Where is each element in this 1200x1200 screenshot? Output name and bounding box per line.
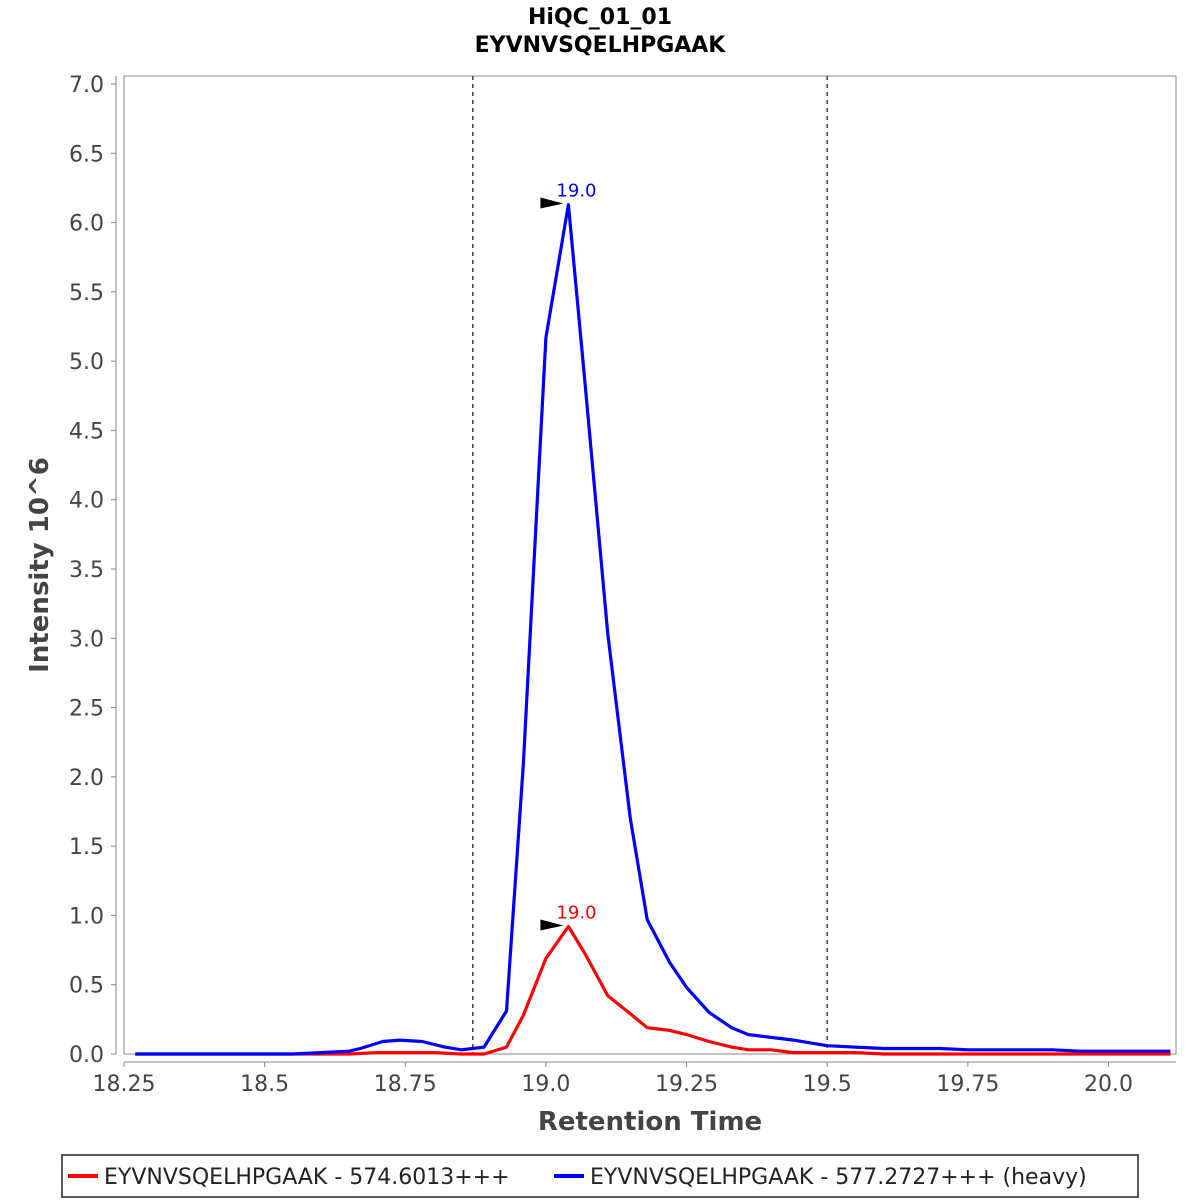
y-tick-label: 0.5: [69, 974, 104, 999]
y-tick-label: 2.5: [69, 697, 104, 722]
apex-annotations: 19.0 19.0: [540, 181, 597, 931]
y-tick-label: 2.0: [69, 766, 104, 791]
series-line-heavy: [135, 203, 1171, 1056]
x-tick-label: 19.5: [803, 1072, 852, 1097]
y-tick-label: 7.0: [69, 73, 104, 98]
integration-boundaries: [471, 76, 829, 1054]
y-tick-label: 6.0: [69, 212, 104, 237]
x-tick-label: 18.75: [374, 1072, 437, 1097]
y-tick-label: 1.5: [69, 835, 104, 860]
legend-box: [61, 1154, 1139, 1198]
y-tick-label: 4.5: [69, 419, 104, 444]
y-tick-label: 0.0: [69, 1043, 104, 1068]
chart-subtitle: EYVNVSQELHPGAAK: [475, 33, 727, 58]
legend-label-heavy: EYVNVSQELHPGAAK - 577.2727+++ (heavy): [590, 1165, 1087, 1190]
y-tick-label: 3.0: [69, 627, 104, 652]
apex-arrow-icon: [540, 919, 564, 931]
y-tick-label: 3.5: [69, 558, 104, 583]
x-axis-label: Retention Time: [538, 1107, 762, 1137]
y-tick-label: 1.0: [69, 904, 104, 929]
x-axis: 18.25 18.5 18.75 19.0 19.25 19.5 19.75 20.0: [93, 1061, 1176, 1097]
apex-label: 19.0: [556, 181, 596, 202]
x-tick-label: 19.75: [936, 1072, 999, 1097]
legend: EYVNVSQELHPGAAK - 574.6013+++ EYVNVSQELH…: [61, 1154, 1139, 1198]
apex-arrow-icon: [540, 197, 564, 209]
y-axis: 0.0 0.5 1.0 1.5 2.0 2.5 3.0 3.5 4.0 4.5 5.0 5.5 6.0 6…: [69, 73, 117, 1068]
legend-label-light: EYVNVSQELHPGAAK - 574.6013+++: [104, 1165, 510, 1190]
series-layer: [135, 203, 1171, 1056]
x-tick-label: 18.25: [93, 1072, 156, 1097]
chart-title: HiQC_01_01: [528, 5, 672, 30]
y-axis-label: Intensity 10^6: [25, 457, 55, 673]
plot-frame: [123, 75, 1177, 1055]
x-tick-label: 18.5: [240, 1072, 289, 1097]
apex-label: 19.0: [556, 903, 596, 924]
x-tick-label: 19.0: [521, 1072, 570, 1097]
y-tick-label: 5.5: [69, 281, 104, 306]
y-tick-label: 5.0: [69, 350, 104, 375]
x-tick-label: 20.0: [1084, 1072, 1133, 1097]
y-tick-label: 4.0: [69, 489, 104, 514]
y-tick-label: 6.5: [69, 142, 104, 167]
x-tick-label: 19.25: [655, 1072, 718, 1097]
plot-area: [123, 75, 1177, 1055]
